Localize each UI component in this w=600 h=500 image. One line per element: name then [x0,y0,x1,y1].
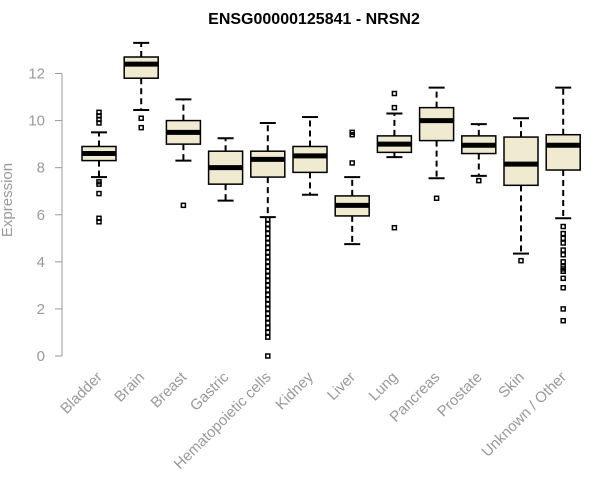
box-gastric [207,137,244,202]
outlier-point [560,275,566,282]
outlier-point [560,235,566,242]
outlier-point [265,310,271,317]
outlier-point [265,226,271,232]
outlier-point [560,247,566,253]
x-tick-label: Bladder [57,369,106,418]
y-tick-label: 4 [37,254,45,271]
outlier-point [265,325,271,331]
outlier-point [265,306,271,312]
iqr-box [250,150,286,178]
outlier-point [518,257,524,264]
outlier-point [265,216,271,223]
box-pancreas [418,86,455,202]
outlier-point [265,320,271,326]
outlier-point [265,329,271,336]
outlier-point [265,315,271,322]
outlier-point [265,273,271,279]
iqr-box [545,133,581,171]
box-breast [165,98,202,209]
x-tick-label: Prostate [434,369,486,421]
box-prostate [461,123,497,184]
outlier-point [265,259,271,265]
outlier-point [265,353,271,359]
chart-title: ENSG00000125841 - NRSN2 [208,11,420,28]
outlier-point [265,287,271,293]
box-liver [334,129,370,246]
outlier-point [391,90,398,97]
outlier-point [476,177,482,184]
x-tick-label: Lung [366,369,402,405]
box-kidney [292,116,328,196]
outlier-point [96,109,102,116]
outlier-point [560,230,566,237]
outlier-point [265,230,271,237]
y-tick-label: 6 [37,207,45,224]
outlier-point [265,221,271,227]
outlier-point [560,317,566,324]
y-tick-label: 2 [37,301,45,318]
iqr-box [418,106,455,142]
box-skin [503,117,539,264]
y-tick-label: 0 [37,348,45,365]
outlier-point [560,252,566,258]
outlier-point [265,235,271,242]
box-unknown-other [545,86,581,324]
outlier-point [96,215,102,222]
y-tick-label: 10 [28,113,45,130]
outlier-point [265,240,271,246]
outlier-point [560,240,566,246]
outlier-point [96,179,102,185]
iqr-box [123,56,159,79]
x-tick-label: Breast [148,368,191,411]
outlier-point [138,124,144,131]
x-tick-label: Liver [324,369,359,404]
outlier-point [391,104,398,111]
outlier-point [560,306,566,312]
iqr-box [292,145,328,174]
outlier-point [560,284,566,291]
box-hematopoietic-cells [250,121,286,359]
outlier-point [265,301,271,307]
outlier-point [433,195,440,202]
outlier-point [180,202,187,209]
x-tick-label: Kidney [272,368,317,413]
iqr-box [503,136,539,187]
box-lung [376,90,413,231]
outlier-point [265,249,271,256]
outlier-point [391,224,398,231]
y-tick-label: 8 [37,160,45,177]
box-brain [123,41,159,131]
x-tick-label: Brain [111,369,148,406]
outlier-point [265,292,271,298]
outlier-point [265,244,271,251]
outlier-point [265,334,271,340]
outlier-point [265,282,271,289]
outlier-point [96,190,102,197]
outlier-point [265,268,271,274]
outlier-point [349,160,355,166]
outlier-point [560,223,566,230]
outlier-point [349,129,355,136]
outlier-point [265,277,271,284]
y-axis-label: Expression [0,163,16,237]
box-bladder [81,109,117,225]
axes-group: 0 2 4 6 8 10 12 [28,66,63,365]
y-tick-label: 12 [28,66,45,83]
outlier-point [265,254,271,260]
x-tick-label: Skin [495,369,528,402]
outlier-point [265,296,271,303]
outlier-point [560,259,566,265]
outlier-point [138,115,144,121]
boxes-group [81,41,581,359]
outlier-point [265,263,271,270]
